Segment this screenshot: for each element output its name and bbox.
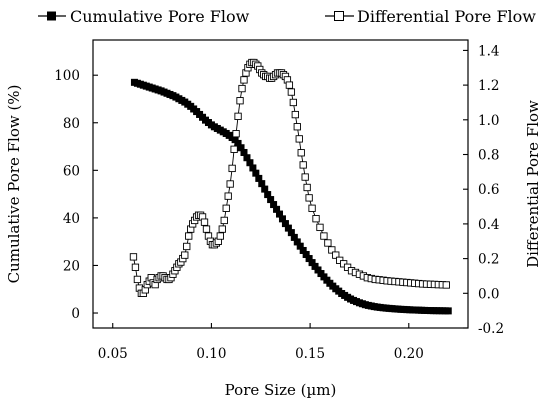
differential-point [185, 232, 193, 240]
differential-point [236, 97, 244, 105]
plot-frame [92, 39, 469, 329]
differential-point [230, 145, 238, 153]
differential-point [183, 242, 191, 251]
differential-point [285, 81, 294, 89]
differential-point [224, 192, 232, 200]
differential-point [303, 183, 311, 192]
x-axis: 0.05 0.10 0.15 0.20 [98, 323, 424, 362]
differential-point [293, 123, 301, 131]
differential-point [216, 232, 224, 240]
y-right-tick-label: -0.2 [478, 321, 504, 337]
differential-point [133, 275, 142, 284]
y-right-tick-label: 0.8 [478, 148, 499, 164]
differential-point [320, 232, 328, 240]
y-right-tick-label: 0.0 [478, 286, 499, 302]
y-right-tick-label: 0.2 [478, 252, 499, 268]
differential-point [299, 161, 307, 169]
differential-point [324, 239, 332, 247]
y-left-tick-label: 100 [54, 68, 80, 84]
differential-point [297, 149, 305, 157]
legend-marker-differential [334, 11, 344, 21]
differential-point [301, 173, 309, 181]
y-axis-right-label: Differential Pore Flow [524, 100, 542, 268]
differential-point [316, 223, 324, 232]
y-right-tick-label: 1.2 [478, 78, 499, 94]
differential-point [442, 281, 450, 289]
differential-point [295, 135, 303, 143]
differential-point [234, 112, 242, 120]
x-axis-label: Pore Size (µm) [225, 381, 337, 399]
y-axis-right: -0.2 0.0 0.2 0.4 0.6 0.8 1.0 1.2 1.4 [463, 43, 504, 337]
differential-point [129, 253, 138, 261]
x-tick-label: 0.10 [196, 346, 226, 362]
y-left-tick-label: 40 [63, 211, 80, 227]
legend-label-differential: Differential Pore Flow [357, 7, 536, 26]
y-right-tick-label: 0.4 [478, 217, 499, 233]
differential-point [131, 263, 140, 271]
x-tick-label: 0.15 [295, 346, 325, 362]
differential-point [289, 98, 297, 107]
legend-marker-cumulative [47, 11, 56, 21]
series-differential [129, 58, 450, 297]
differential-point [287, 88, 296, 96]
differential-point [220, 216, 228, 225]
differential-point [200, 218, 209, 226]
cumulative-point [444, 307, 452, 315]
differential-point [181, 251, 189, 259]
y-axis-left-label: Cumulative Pore Flow (%) [5, 85, 23, 284]
differential-point [305, 194, 313, 202]
y-left-tick-label: 20 [63, 258, 80, 274]
legend-item-differential: Differential Pore Flow [325, 7, 536, 26]
series-cumulative [130, 78, 452, 315]
differential-point [222, 204, 230, 212]
differential-point [328, 246, 336, 254]
y-left-tick-label: 60 [63, 163, 80, 179]
differential-point [291, 110, 299, 119]
y-right-tick-label: 0.6 [478, 182, 499, 198]
y-left-tick-label: 80 [63, 116, 80, 132]
x-tick-label: 0.05 [98, 346, 128, 362]
differential-point [228, 164, 236, 173]
x-tick-label: 0.20 [394, 346, 424, 362]
differential-point [312, 215, 320, 223]
differential-point [202, 225, 211, 233]
y-right-tick-label: 1.0 [478, 113, 499, 129]
differential-point [238, 84, 246, 93]
y-axis-left: 0 20 40 60 80 100 [54, 68, 98, 322]
y-right-tick-label: 1.4 [478, 43, 499, 59]
differential-point [308, 204, 316, 212]
differential-point [226, 180, 234, 188]
cumulative-line [134, 81, 449, 312]
legend-label-cumulative: Cumulative Pore Flow [70, 7, 250, 26]
y-left-tick-label: 0 [71, 306, 80, 322]
differential-point [218, 225, 226, 233]
legend-item-cumulative: Cumulative Pore Flow [38, 7, 250, 26]
differential-point [332, 251, 340, 259]
differential-point [240, 76, 248, 84]
legend: Cumulative Pore Flow Differential Pore F… [38, 7, 536, 26]
differential-point [232, 130, 240, 138]
